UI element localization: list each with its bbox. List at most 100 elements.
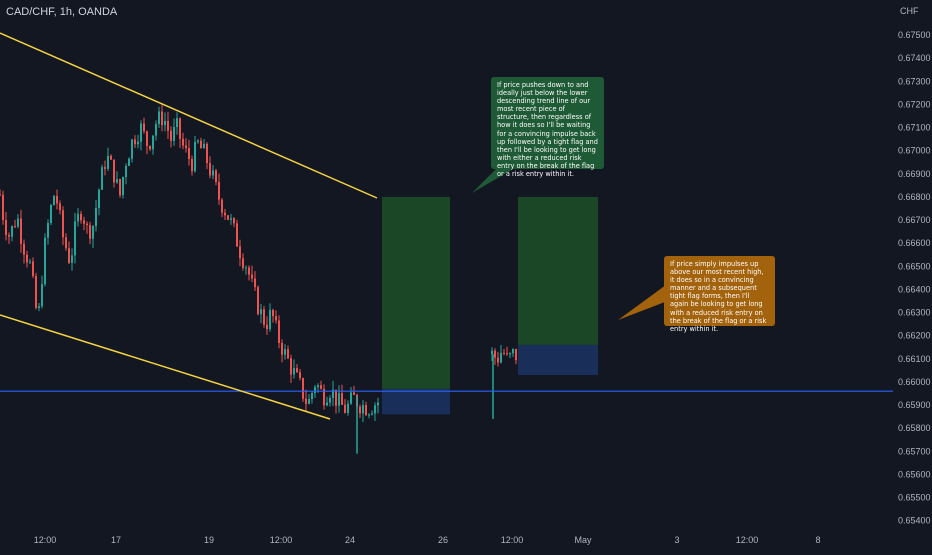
candle-body <box>260 309 262 315</box>
candle-body <box>284 349 286 355</box>
candle-body <box>335 389 337 406</box>
candle-body <box>5 220 7 236</box>
candle-body <box>98 189 100 208</box>
callout-tail <box>618 282 670 320</box>
candle-body <box>359 406 361 414</box>
candle-body <box>221 199 223 213</box>
candle-body <box>494 350 496 358</box>
candle-body <box>341 393 343 405</box>
candle-body <box>197 140 199 142</box>
candle-body <box>329 398 331 403</box>
x-tick-label: 26 <box>438 535 448 545</box>
y-tick-label: 0.67500 <box>898 30 931 40</box>
candle-body <box>26 254 28 263</box>
candle-body <box>206 143 208 164</box>
long-position-profit-zone <box>382 196 450 389</box>
candle-body <box>317 385 319 388</box>
long-position-stop-zone <box>518 344 598 376</box>
candle-body <box>80 213 82 221</box>
candle-body <box>113 159 115 183</box>
x-tick-label: 12:00 <box>501 535 524 545</box>
candle-body <box>236 223 238 247</box>
x-tick-label: 3 <box>674 535 679 545</box>
candle-body <box>143 123 145 132</box>
candle-body <box>137 141 139 145</box>
note-callout-pullback[interactable]: If price pushes down to and ideally just… <box>491 77 604 178</box>
long-position-stop-zone <box>382 388 450 415</box>
y-tick-label: 0.67400 <box>898 53 931 63</box>
long-position-profit-zone <box>518 196 598 345</box>
candle-body <box>497 357 499 363</box>
candle-body <box>23 243 25 255</box>
candle-body <box>224 212 226 216</box>
position-zones <box>382 196 598 415</box>
y-tick-label: 0.67200 <box>898 99 931 109</box>
y-tick-label: 0.65700 <box>898 446 931 456</box>
candle-body <box>107 155 109 169</box>
y-tick-label: 0.66300 <box>898 308 931 318</box>
candle-body <box>35 275 37 308</box>
x-tick-label: 12:00 <box>736 535 759 545</box>
candle-body <box>122 177 124 196</box>
x-tick-label: 24 <box>345 535 355 545</box>
candle-body <box>152 135 154 150</box>
candle-body <box>257 287 259 315</box>
candle-body <box>344 404 346 413</box>
y-tick-label: 0.66600 <box>898 238 931 248</box>
upper-trendline <box>0 32 378 199</box>
candle-body <box>179 118 181 139</box>
callout-tail <box>472 165 520 193</box>
candle-body <box>248 267 250 275</box>
candle-body <box>65 237 67 249</box>
candle-body <box>242 258 244 268</box>
candle-body <box>104 167 106 169</box>
candle-body <box>86 223 88 226</box>
note-callout-breakout[interactable]: If price simply impulses up above our mo… <box>664 256 775 333</box>
candle-body <box>158 111 160 124</box>
candle-body <box>182 138 184 146</box>
y-tick-label: 0.66200 <box>898 331 931 341</box>
candle-body <box>209 163 211 176</box>
candle-body <box>272 309 274 317</box>
candle-body <box>134 139 136 145</box>
candle-body <box>332 389 334 399</box>
candle-body <box>377 402 379 406</box>
candle-body <box>230 218 232 220</box>
candle-body <box>302 378 304 399</box>
candle-body <box>161 111 163 126</box>
candle-body <box>368 414 370 416</box>
candle-body <box>20 218 22 244</box>
candle-body <box>227 215 229 220</box>
candle-body <box>254 278 256 288</box>
candle-body <box>314 387 316 394</box>
candle-body <box>506 353 508 355</box>
candle-body <box>50 205 52 223</box>
candle-body <box>215 170 217 182</box>
candle-body <box>53 195 55 206</box>
lower-trendline <box>0 314 331 420</box>
candle-body <box>503 352 505 354</box>
candle-body <box>62 210 64 238</box>
candle-body <box>515 348 517 361</box>
candle-body <box>116 179 118 183</box>
callout-tails <box>472 165 670 320</box>
candle-body <box>38 306 40 308</box>
y-tick-label: 0.65800 <box>898 423 931 433</box>
candle-body <box>173 127 175 141</box>
candle-body <box>71 255 73 263</box>
y-tick-label: 0.67100 <box>898 123 931 133</box>
candle-body <box>200 140 202 149</box>
candle-body <box>320 385 322 389</box>
candle-body <box>92 226 94 239</box>
candle-body <box>131 139 133 159</box>
candle-body <box>371 413 373 415</box>
y-tick-label: 0.65600 <box>898 469 931 479</box>
currency-label: CHF <box>900 6 919 16</box>
candle-body <box>353 392 355 395</box>
symbol-title[interactable]: CAD/CHF, 1h, OANDA <box>6 6 118 18</box>
candle-body <box>278 320 280 344</box>
candle-body <box>269 309 271 330</box>
candle-body <box>251 274 253 279</box>
